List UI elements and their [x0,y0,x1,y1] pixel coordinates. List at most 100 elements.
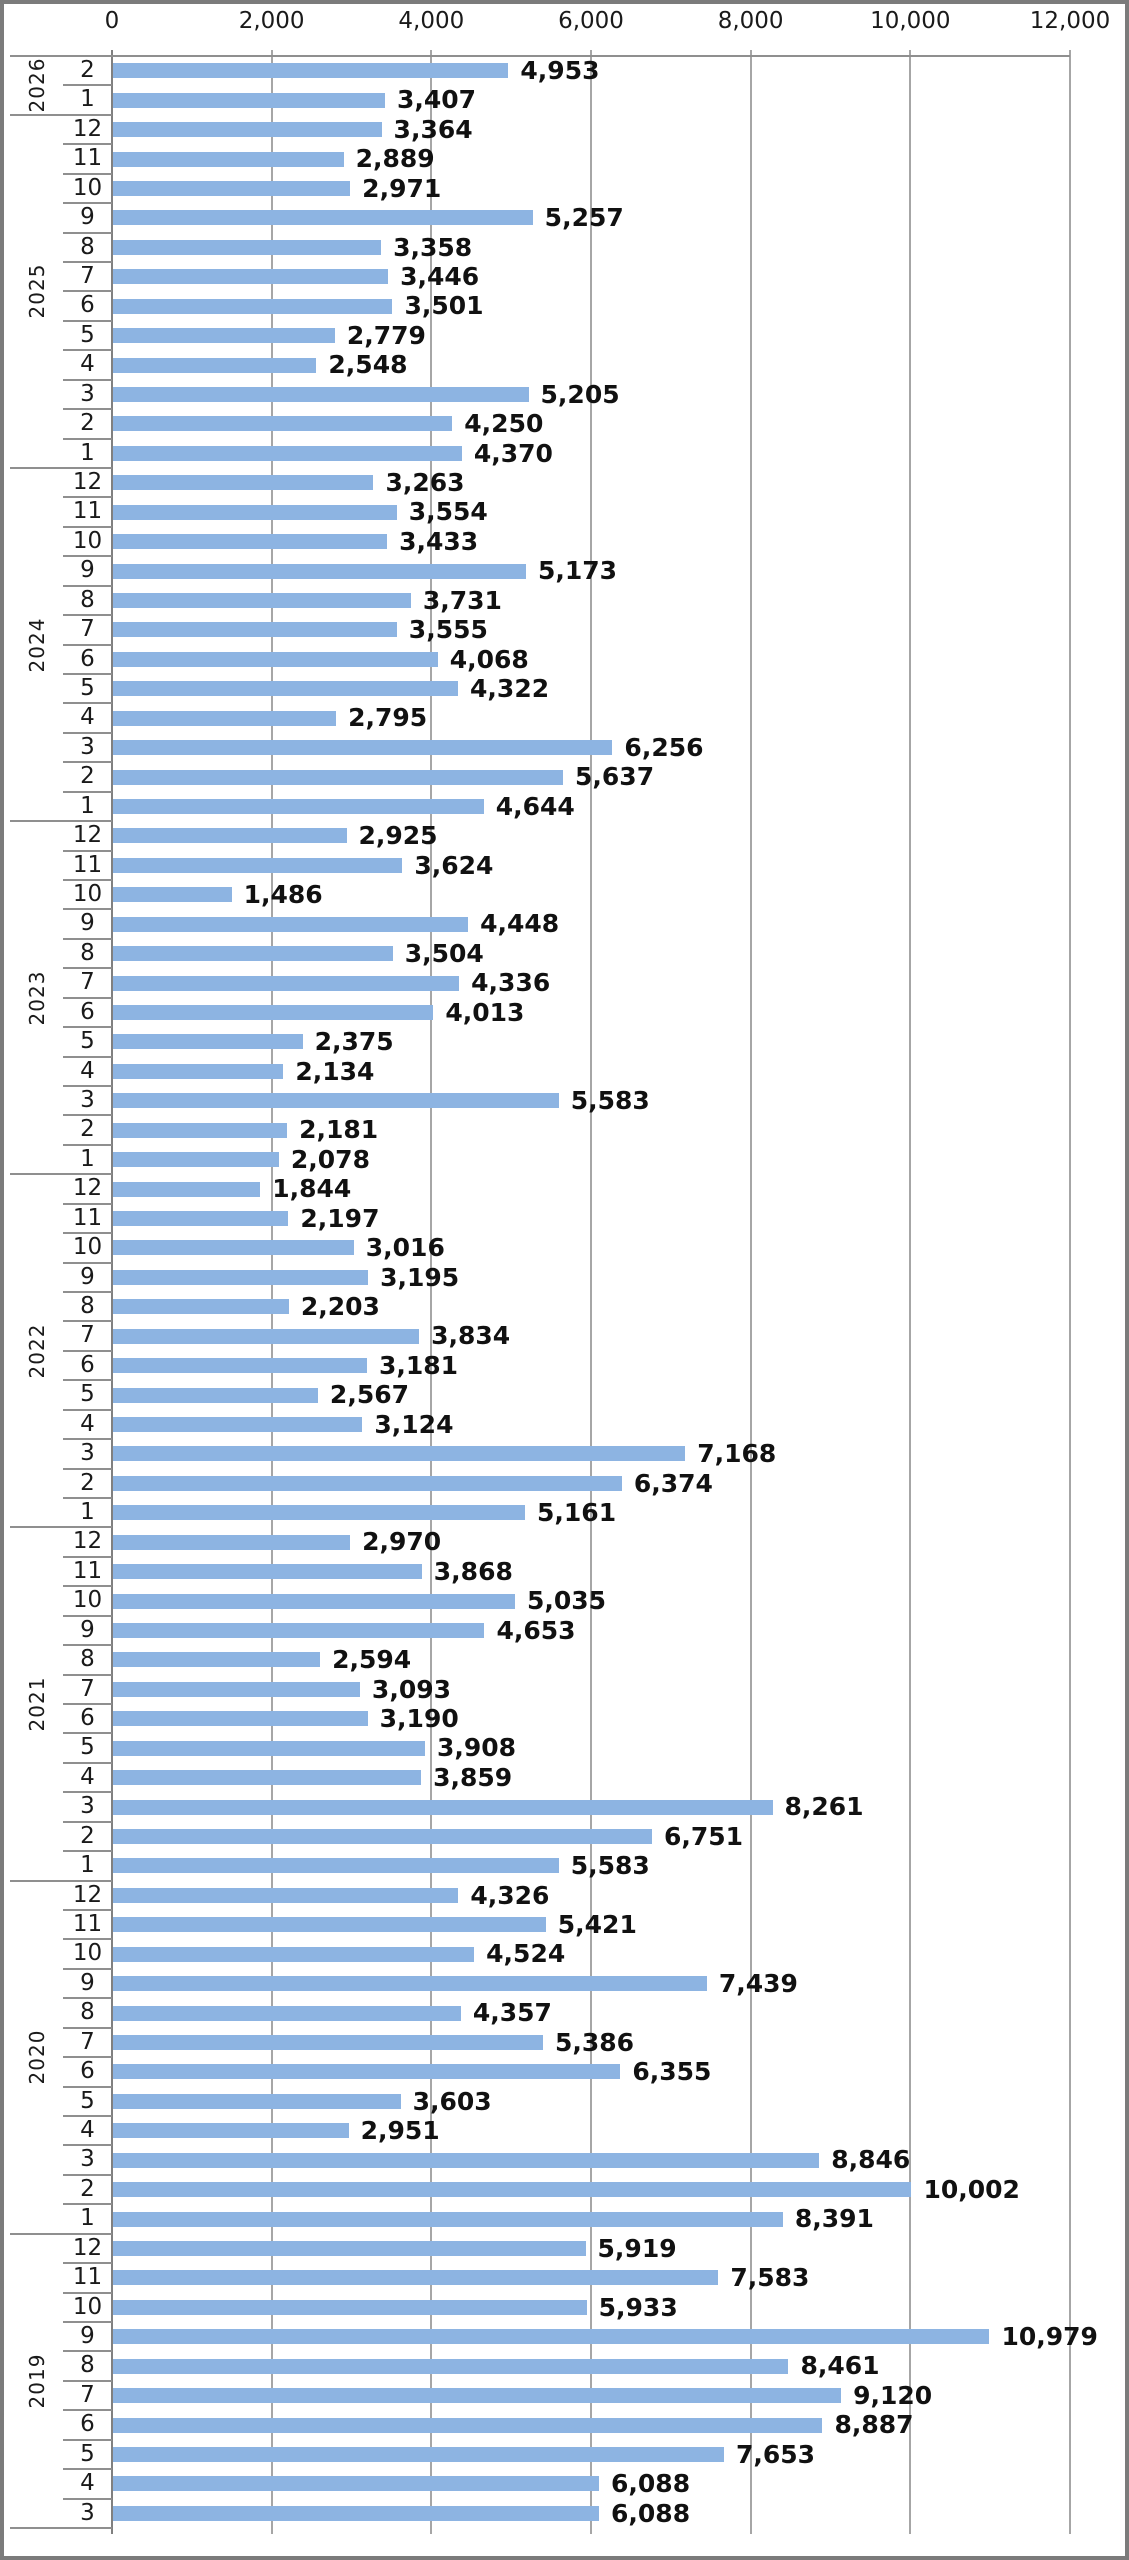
bar [113,622,397,638]
bar-value-label: 2,795 [348,703,428,733]
year-separator-line [10,2527,112,2529]
month-label: 12 [72,822,103,849]
value-axis-tick-label: 6,000 [558,8,624,34]
bar [113,1358,367,1374]
month-separator-line [63,2115,112,2117]
bar [113,1034,303,1050]
bar-value-label: 3,016 [365,1233,445,1263]
bar-value-label: 5,257 [544,203,624,233]
month-label: 9 [80,1969,95,1996]
month-label: 3 [80,380,95,407]
month-label: 8 [80,1999,95,2026]
bar [113,916,469,932]
bar [113,1711,368,1727]
month-label: 7 [80,969,95,996]
bar-value-label: 10,979 [1001,2322,1098,2351]
bar-value-label: 4,653 [496,1615,576,1645]
month-separator-line [63,378,112,381]
month-separator-line [63,937,112,940]
month-separator-line [63,1703,112,1705]
bar [113,887,232,903]
value-axis-tick-label: 2,000 [238,8,305,34]
month-separator-line [63,1967,112,1970]
year-label: 2026 [24,57,49,113]
month-label: 4 [80,1057,95,1084]
month-label: 6 [80,998,95,1025]
month-separator-line [63,290,112,293]
month-separator-line [63,437,112,440]
month-label: 3 [80,1087,95,1113]
month-label: 11 [72,1204,103,1231]
bar-value-label: 3,124 [374,1409,454,1439]
bar-value-label: 5,637 [575,762,655,792]
month-separator-line [63,849,112,852]
bar-value-label: 3,358 [393,232,473,262]
month-separator-line [63,1026,112,1029]
month-label: 11 [72,1557,103,1584]
bar [113,2123,349,2139]
month-separator-line [63,2350,112,2353]
bar-value-label: 3,446 [400,262,480,291]
bar [113,975,460,991]
bar-value-label: 5,583 [570,1086,650,1115]
month-label: 6 [80,292,95,319]
month-separator-line [63,1938,112,1941]
value-axis-tick-label: 0 [104,8,120,34]
month-label: 10 [72,881,103,907]
bar [113,2005,461,2021]
bar-value-label: 8,261 [784,1792,864,1822]
month-label: 4 [80,351,95,378]
bar [113,857,403,873]
month-separator-line [63,1408,112,1411]
bar-value-label: 4,250 [464,409,544,439]
bar [113,1887,459,1903]
month-separator-line [63,84,112,87]
month-separator-line [63,1673,112,1676]
bar [113,710,337,726]
month-separator-line [63,761,112,764]
year-separator-line [10,1879,112,1882]
month-separator-line [63,525,112,528]
plot-top-border [10,55,1070,57]
month-label: 12 [72,1881,103,1908]
month-label: 6 [80,1705,95,1731]
month-separator-line [63,2173,112,2176]
month-separator-line [63,1320,112,1323]
bar [113,1416,363,1432]
month-label: 2 [80,410,95,437]
bar [113,151,344,167]
bar-value-label: 2,925 [358,821,438,851]
month-separator-line [63,1379,112,1382]
bar-value-label: 3,554 [408,497,488,527]
month-separator-line [63,967,112,970]
bar [113,210,533,226]
bar [113,2505,600,2521]
month-label: 8 [80,939,95,966]
month-separator-line [63,1732,112,1735]
month-label: 4 [80,704,95,731]
month-separator-line [63,1791,112,1794]
month-separator-line [63,1438,112,1441]
month-label: 4 [80,1410,95,1437]
month-label: 9 [80,1263,95,1290]
bar-value-label: 3,504 [404,938,484,968]
month-label: 3 [80,2146,95,2173]
bar-value-label: 3,908 [436,1733,517,1763]
month-label: 8 [80,1646,95,1673]
bar [113,445,462,461]
bar [113,2182,912,2198]
month-separator-line [63,555,112,558]
month-separator-line [63,1850,112,1853]
month-label: 10 [72,2293,103,2320]
month-label: 12 [72,115,103,142]
month-label: 11 [72,851,103,878]
bar-value-label: 4,644 [495,791,575,821]
bar-value-label: 3,195 [380,1262,460,1292]
bar-value-label: 3,181 [378,1350,459,1380]
month-label: 2 [80,2175,95,2202]
month-label: 11 [72,2264,103,2291]
month-separator-line [63,1261,112,1264]
month-label: 10 [72,1940,103,1967]
month-separator-line [63,2056,112,2059]
bar-value-label: 4,068 [449,644,529,674]
